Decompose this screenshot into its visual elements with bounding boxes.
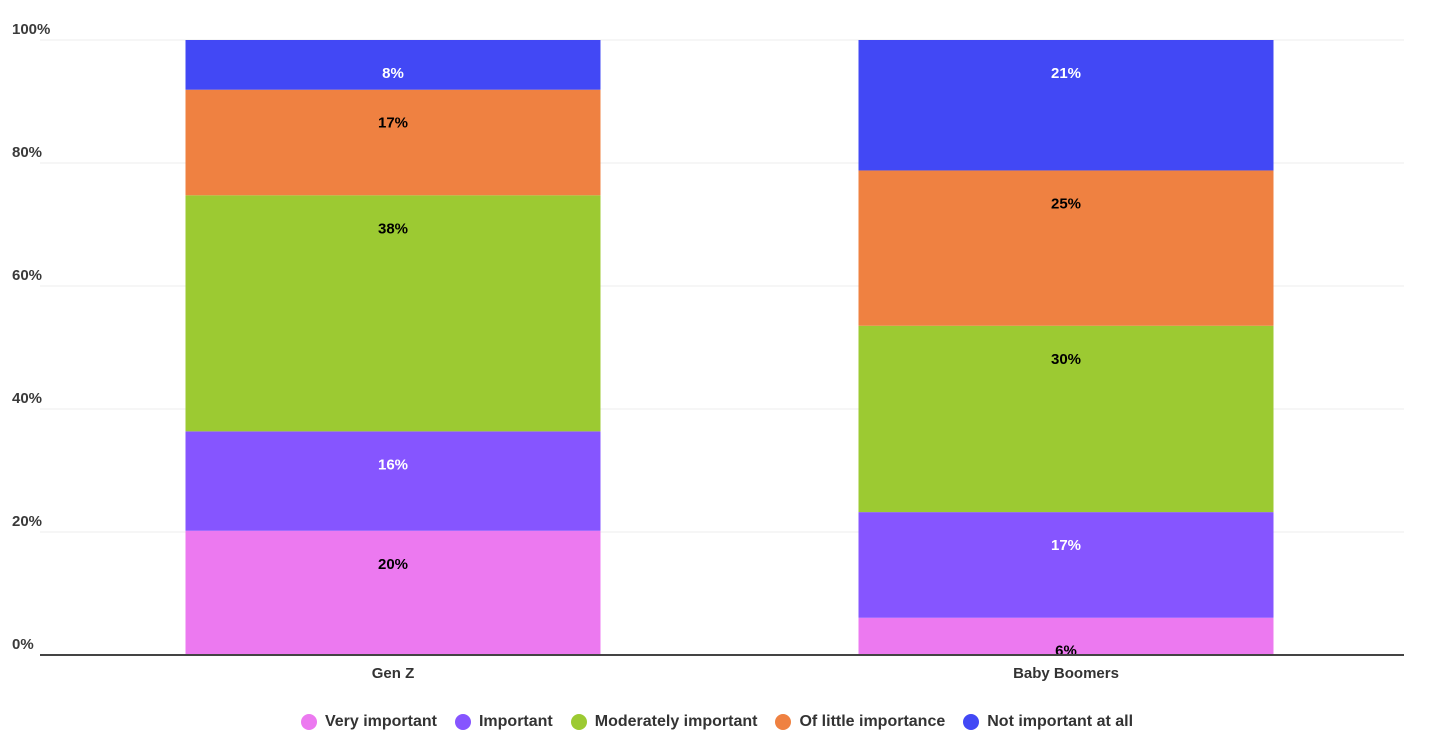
bars: [185, 40, 1274, 655]
value-label: 16%: [378, 456, 408, 473]
x-category-label: Baby Boomers: [1013, 665, 1119, 682]
bar-segment: [185, 431, 601, 531]
y-tick-label: 60%: [12, 267, 42, 284]
y-axis-ticks: 0% 20% 40% 60% 80% 100%: [12, 21, 50, 653]
value-label: 21%: [1051, 65, 1081, 82]
legend-item: Of little importance: [775, 713, 945, 731]
x-axis-categories: Gen Z Baby Boomers: [372, 665, 1119, 682]
value-labels: 20% 16% 38% 17% 8% 6% 17% 30% 25% 21%: [378, 65, 1081, 660]
bar-segment: [858, 170, 1274, 326]
x-category-label: Gen Z: [372, 665, 415, 682]
bar-segment: [858, 617, 1274, 655]
legend-item: Not important at all: [963, 713, 1133, 731]
legend-label: Of little importance: [799, 713, 946, 730]
legend-item: Important: [454, 713, 553, 731]
legend-swatch: [570, 714, 587, 730]
bar-segment: [185, 89, 601, 196]
value-label: 17%: [1051, 537, 1081, 554]
legend-swatch: [775, 714, 792, 730]
legend-label: Very important: [324, 713, 437, 730]
y-tick-label: 20%: [12, 513, 42, 530]
value-label: 20%: [378, 556, 408, 573]
legend-swatch: [963, 714, 980, 730]
value-label: 17%: [378, 115, 408, 132]
value-label: 8%: [382, 65, 404, 82]
stacked-bar-chart: 0% 20% 40% 60% 80% 100% 20% 16% 38% 17% 8% 6% 17% 30…: [12, 21, 1404, 682]
legend-label: Not important at all: [987, 713, 1134, 730]
bar-segment: [858, 325, 1274, 513]
y-tick-label: 80%: [12, 144, 42, 161]
bar-segment: [185, 195, 601, 432]
legend-label: Important: [478, 713, 553, 730]
legend-item: Moderately important: [570, 713, 758, 731]
bar-segment: [185, 530, 601, 655]
y-tick-label: 40%: [12, 390, 42, 407]
y-tick-label: 100%: [12, 21, 50, 38]
bar-segment: [858, 40, 1274, 171]
bar-segment: [185, 40, 601, 90]
y-tick-label: 0%: [12, 636, 34, 653]
legend-swatch: [300, 714, 317, 730]
value-label: 6%: [1055, 643, 1077, 660]
bar-segment: [858, 512, 1274, 618]
legend-item: Very important: [300, 713, 437, 731]
value-label: 38%: [378, 220, 408, 237]
value-label: 30%: [1051, 351, 1081, 368]
value-label: 25%: [1051, 195, 1081, 212]
legend-label: Moderately important: [594, 713, 758, 730]
legend: Very important Important Moderately import…: [0, 708, 1434, 736]
legend-swatch: [454, 714, 471, 730]
